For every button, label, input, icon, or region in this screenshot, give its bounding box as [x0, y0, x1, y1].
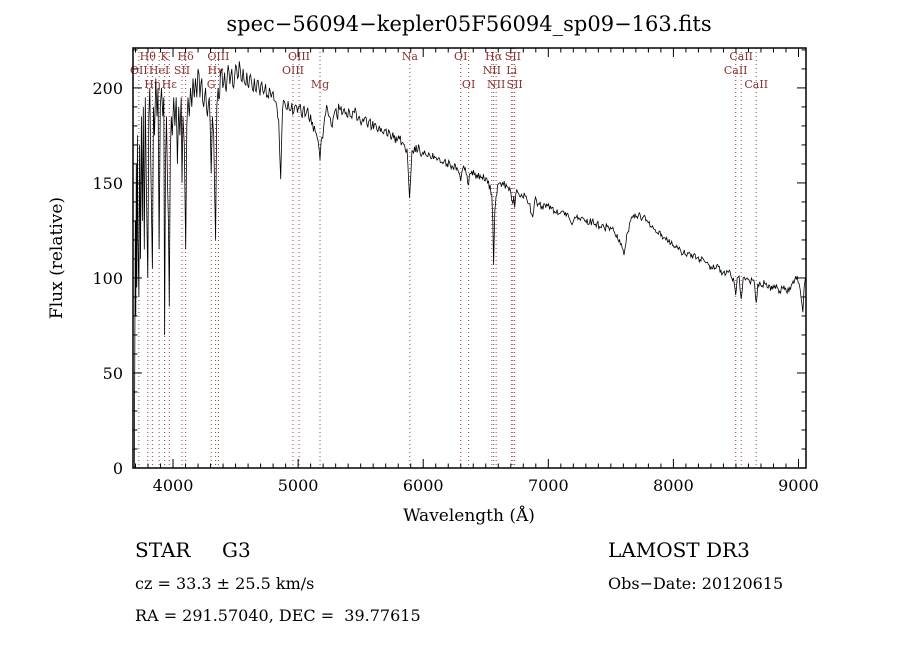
subclass-label: G3	[222, 538, 251, 562]
spectral-line-label: Hε	[162, 78, 178, 91]
spectral-line-label: NII	[483, 64, 501, 77]
plot-title: spec−56094−kepler05F56094_sp09−163.fits	[226, 12, 711, 36]
y-tick-label: 150	[92, 174, 123, 193]
x-tick-label: 6000	[403, 476, 444, 495]
obs-date-value: Obs−Date: 20120615	[608, 574, 783, 593]
x-tick-label: 9000	[778, 476, 819, 495]
spectral-line-label: SII	[507, 78, 523, 91]
x-axis-title: Wavelength (Å)	[403, 505, 535, 526]
spectral-line-label: CaII	[744, 78, 768, 91]
y-tick-label: 0	[113, 459, 123, 478]
spectral-line-label: OIII	[288, 50, 310, 63]
spectral-line-label: K	[161, 50, 170, 63]
axis-ticks: 4000 5000 6000 7000 8000 9000 0 50 100 150 200	[92, 48, 819, 495]
spectral-line-label: HeI	[149, 64, 169, 77]
spectrum-series	[133, 61, 806, 469]
survey-label: LAMOST DR3	[608, 538, 750, 562]
x-tick-label: 5000	[278, 476, 319, 495]
spectral-line-label: Na	[402, 50, 419, 63]
spectral-line-label: G	[207, 78, 216, 91]
cz-value: cz = 33.3 ± 25.5 km/s	[135, 574, 314, 593]
y-axis-title: Flux (relative)	[47, 197, 67, 319]
object-type-label: STAR	[135, 538, 191, 562]
spectral-line-label: CaII	[729, 50, 753, 63]
x-tick-label: 8000	[653, 476, 694, 495]
y-tick-label: 100	[92, 269, 123, 288]
spectral-line-label: SII	[505, 50, 521, 63]
spectrum-line	[133, 61, 806, 469]
spectral-line-label: Hγ	[207, 64, 224, 77]
x-tick-label: 7000	[528, 476, 569, 495]
spectral-line-label: SII	[174, 64, 190, 77]
spectral-line-label: Mg	[311, 78, 329, 91]
plot-frame	[132, 47, 807, 469]
y-tick-label: 50	[103, 364, 123, 383]
spectral-line-label: NII	[487, 78, 505, 91]
y-tick-label: 200	[92, 79, 123, 98]
spectral-line-label: OIII	[207, 50, 229, 63]
spectral-line-label: OI	[462, 78, 475, 91]
spectral-line-label: OIII	[282, 64, 304, 77]
spectral-line-label: OII	[130, 64, 148, 77]
spectral-line-label: Hδ	[178, 50, 195, 63]
ra-dec-value: RA = 291.57040, DEC = 39.77615	[135, 606, 421, 625]
spectral-line-label: Hθ	[140, 50, 157, 63]
x-tick-label: 4000	[153, 476, 194, 495]
spectral-line-label: Hα	[485, 50, 503, 63]
spectral-line-label: OI	[454, 50, 467, 63]
spectral-line-label: Li	[506, 64, 517, 77]
spectral-line-label: CaII	[724, 64, 748, 77]
